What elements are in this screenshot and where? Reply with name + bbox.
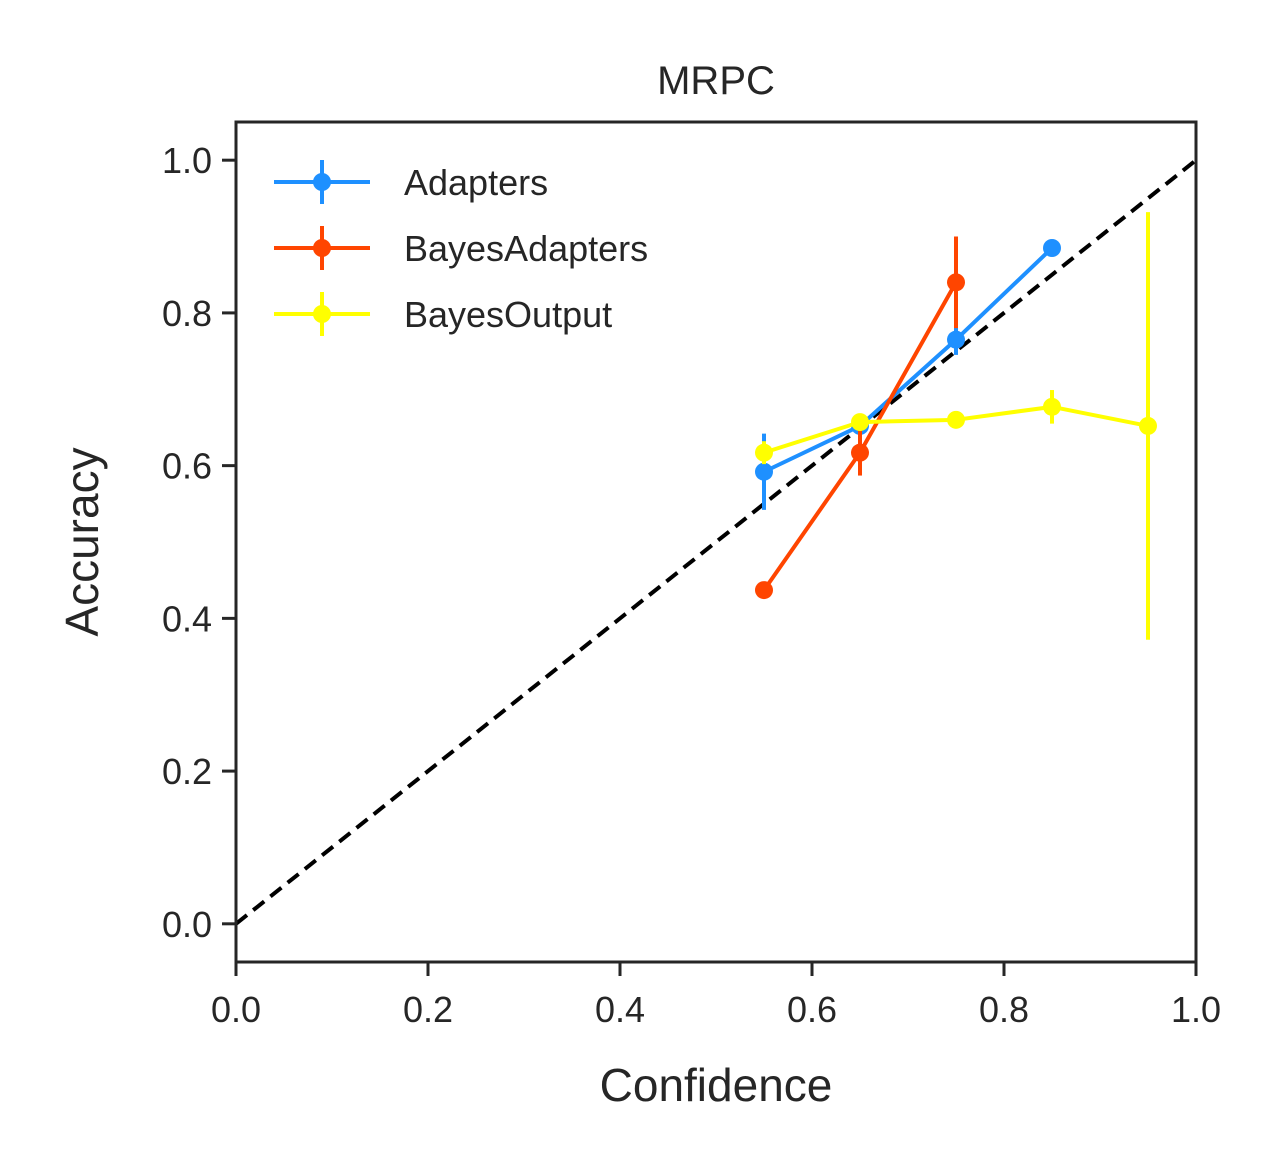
data-point	[1139, 416, 1157, 435]
legend-marker-swatch	[313, 305, 331, 323]
legend-label: BayesAdapters	[404, 228, 648, 269]
legend-label: BayesOutput	[404, 294, 612, 335]
y-tick-label: 0.4	[162, 598, 212, 639]
legend-entry: BayesOutput	[274, 292, 612, 336]
reference-line-layer	[234, 158, 1198, 926]
legend-label: Adapters	[404, 162, 548, 203]
y-tick-label: 0.0	[162, 904, 212, 945]
x-tick-label: 0.2	[403, 989, 453, 1030]
plot-frame	[234, 120, 1198, 964]
data-point	[947, 410, 965, 429]
data-point	[755, 581, 773, 600]
legend-entry: Adapters	[274, 160, 548, 204]
x-tick-label: 0.4	[595, 989, 645, 1030]
data-point	[851, 443, 869, 462]
legend: Adapters BayesAdapters BayesOutput	[274, 160, 648, 336]
x-tick-label: 0.6	[787, 989, 837, 1030]
perfect-calibration-line	[234, 158, 1198, 926]
y-axis: 0.0 0.2 0.4 0.6 0.8 1.0	[162, 140, 236, 945]
x-axis: 0.0 0.2 0.4 0.6 0.8 1.0	[211, 962, 1221, 1030]
y-tick-label: 1.0	[162, 140, 212, 181]
series-layer	[755, 212, 1157, 640]
y-tick-label: 0.8	[162, 293, 212, 334]
x-axis-title: Confidence	[600, 1059, 833, 1111]
data-point	[755, 443, 773, 462]
series-bayesoutput	[755, 212, 1157, 640]
data-point	[1043, 239, 1061, 257]
x-tick-label: 0.0	[211, 989, 261, 1030]
x-tick-label: 0.8	[979, 989, 1029, 1030]
y-tick-label: 0.2	[162, 751, 212, 792]
chart-title: MRPC	[657, 59, 775, 103]
data-point	[851, 413, 869, 432]
plot-area	[234, 120, 1198, 964]
data-point	[755, 462, 773, 481]
legend-marker-swatch	[313, 173, 331, 191]
x-tick-label: 1.0	[1171, 989, 1221, 1030]
y-tick-label: 0.6	[162, 446, 212, 487]
y-axis-title: Accuracy	[56, 447, 108, 636]
series-line	[763, 246, 1054, 474]
data-point	[1043, 397, 1061, 416]
series-bayesadapters	[755, 236, 965, 600]
legend-entry: BayesAdapters	[274, 226, 648, 270]
legend-marker-swatch	[313, 239, 331, 257]
data-point	[947, 273, 965, 292]
series-adapters	[755, 239, 1061, 510]
data-point	[947, 330, 965, 349]
